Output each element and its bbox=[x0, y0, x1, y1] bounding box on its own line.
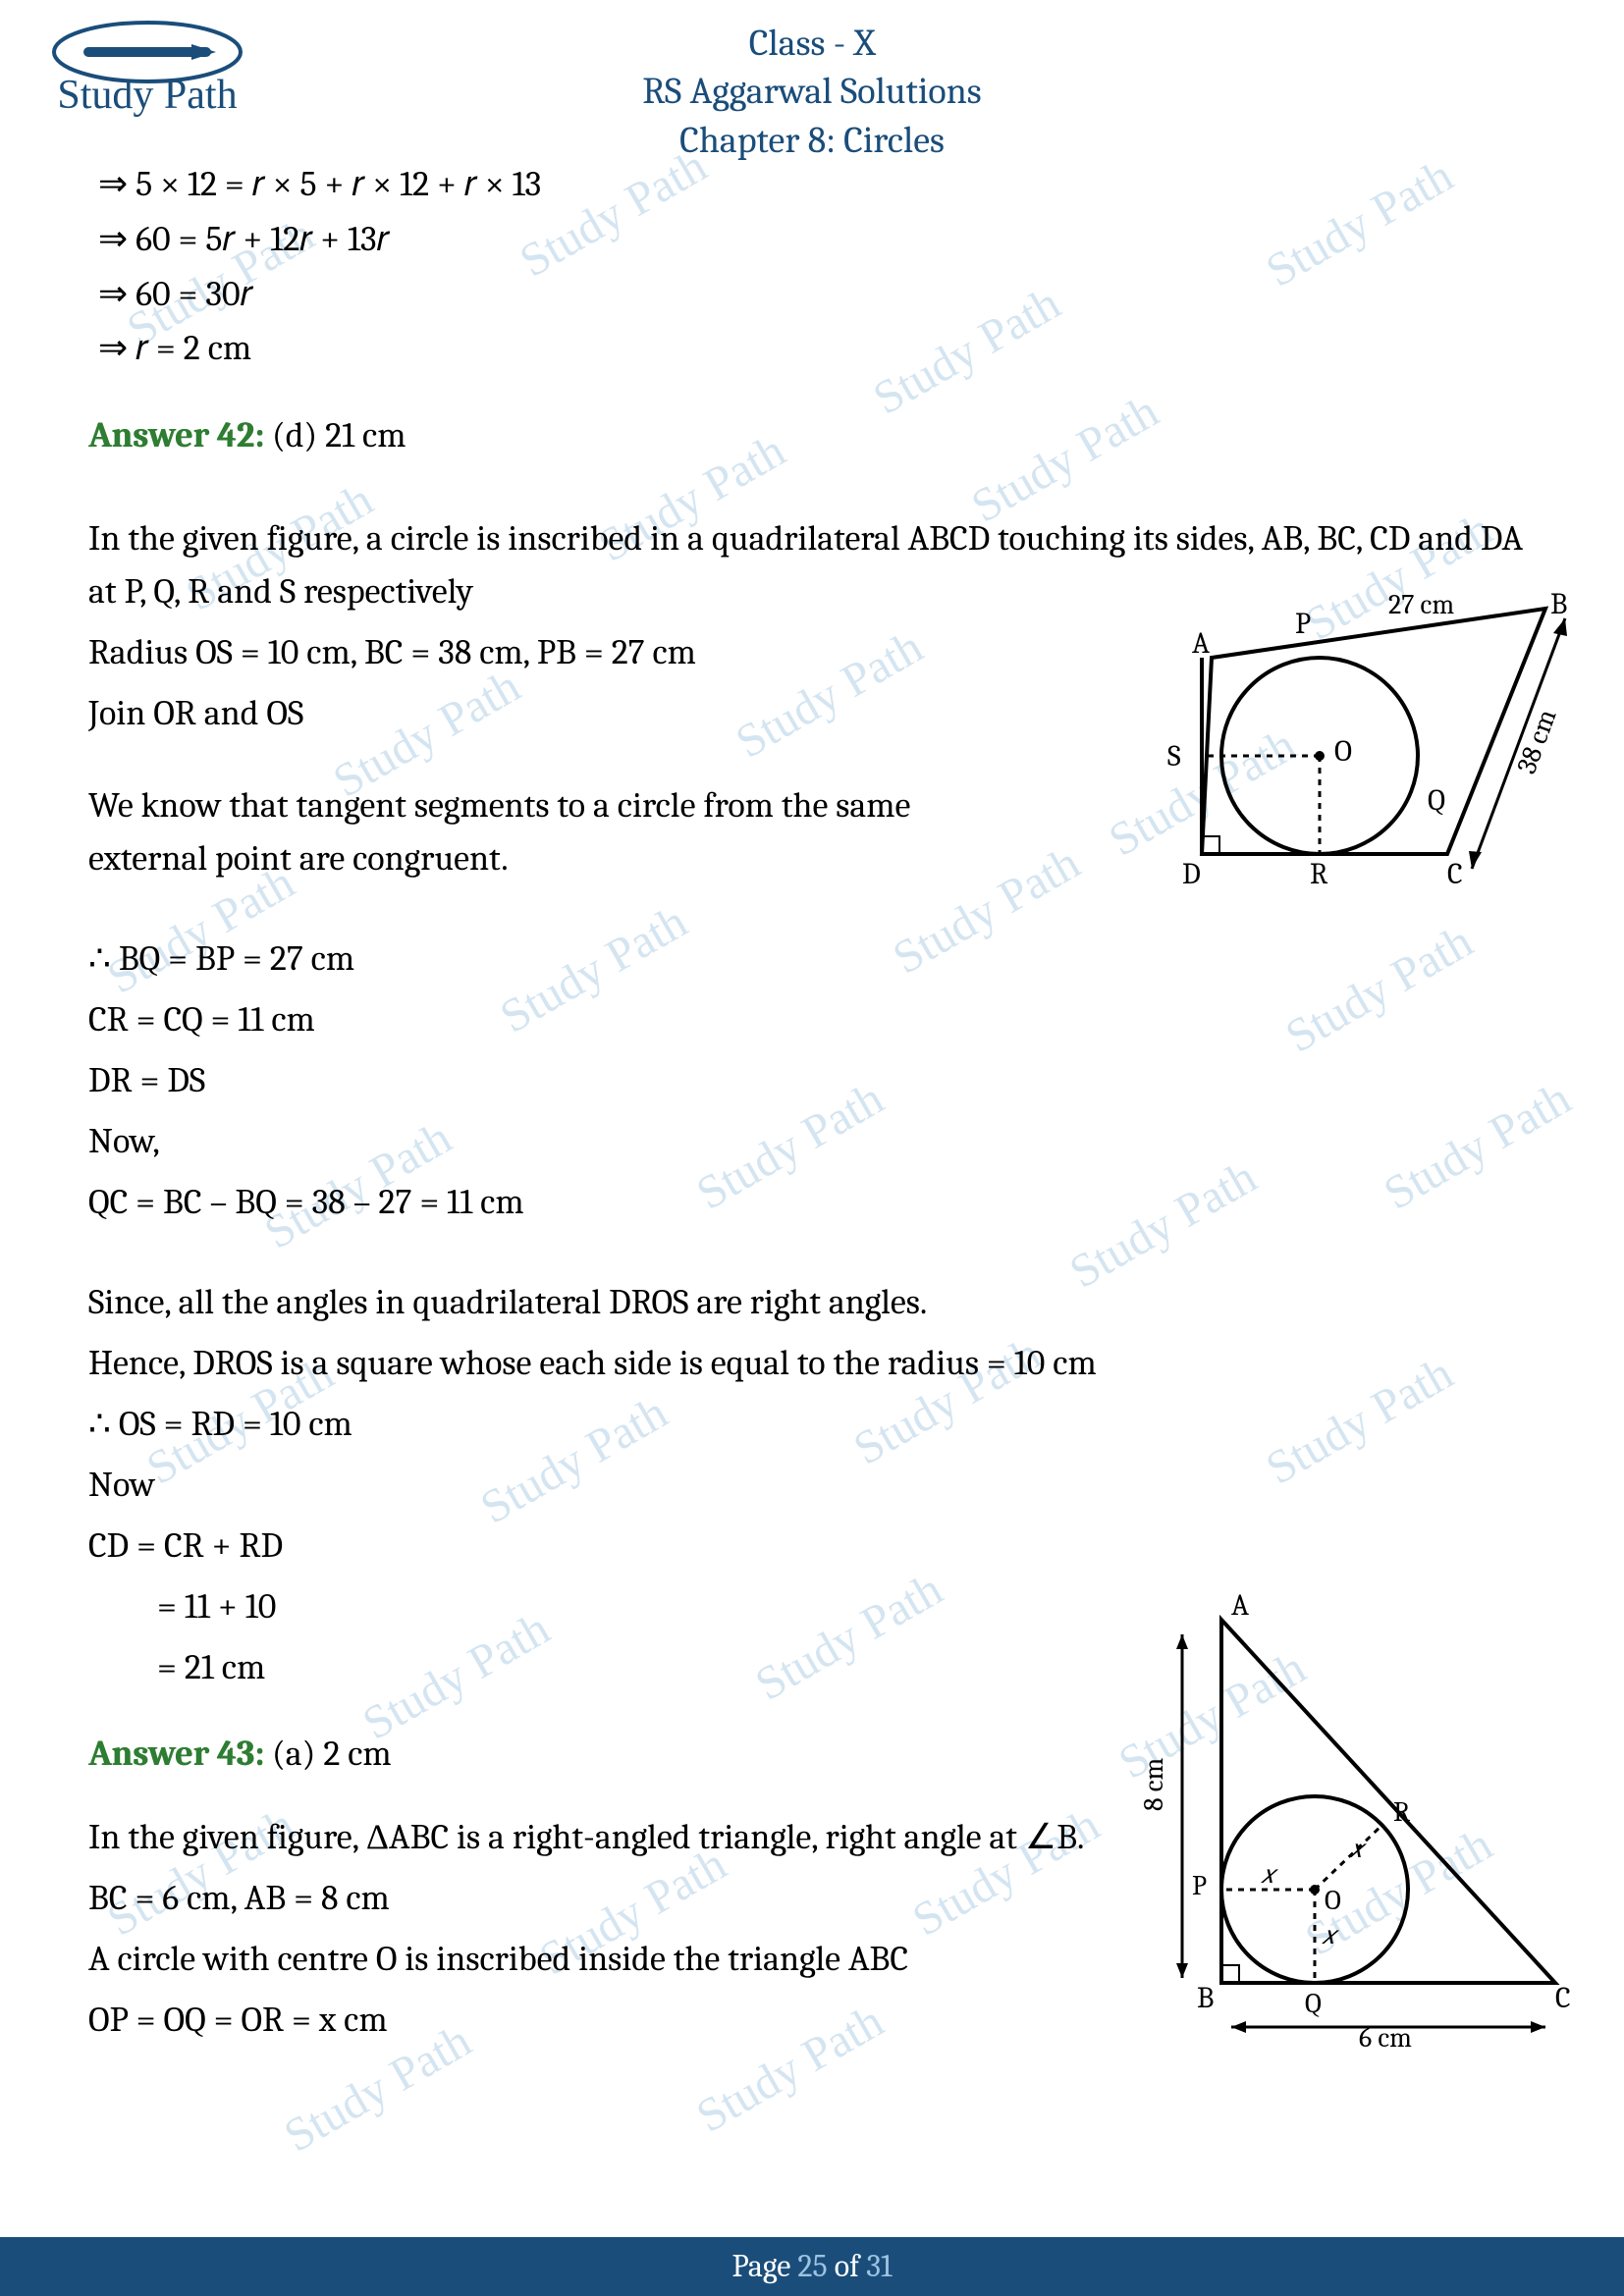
a42-l1: ∴ BQ = BP = 27 cm bbox=[88, 933, 1536, 986]
footer-mid: of bbox=[828, 2248, 866, 2284]
fig43-x1: 𝑥 bbox=[1261, 1860, 1279, 1890]
footer-prefix: Page bbox=[731, 2248, 797, 2284]
fig43-O: O bbox=[1325, 1885, 1341, 1916]
study-path-logo: Study Path bbox=[39, 15, 255, 123]
fig43-Q: Q bbox=[1305, 1988, 1322, 2019]
footer-page: 25 bbox=[797, 2248, 827, 2284]
figure-43-triangle: A B C O P Q R 𝑥 𝑥 𝑥 8 cm 6 cm bbox=[1143, 1590, 1575, 2052]
fig43-C: C bbox=[1555, 1981, 1571, 2015]
a43-p1: In the given figure, ΔABC is a right-ang… bbox=[88, 1811, 1119, 1864]
a42-l6: ∴ OS = RD = 10 cm bbox=[88, 1398, 1536, 1451]
answer-43-label: Answer 43: bbox=[88, 1734, 264, 1774]
intro-line-4: ⇒ 𝑟 = 2 cm bbox=[98, 321, 1536, 376]
a42-l8: CD = CR + RD bbox=[88, 1520, 1536, 1573]
page-footer: Page 25 of 31 bbox=[0, 2237, 1624, 2296]
page-header: Study Path Class - X RS Aggarwal Solutio… bbox=[0, 0, 1624, 147]
a42-l4: Now, bbox=[88, 1115, 1536, 1168]
fig42-B: B bbox=[1550, 587, 1567, 621]
a42-p5: Since, all the angles in quadrilateral D… bbox=[88, 1276, 1536, 1329]
fig43-x2: 𝑥 bbox=[1322, 1921, 1340, 1950]
a42-p6: Hence, DROS is a square whose each side … bbox=[88, 1337, 1536, 1390]
fig43-8cm: 8 cm bbox=[1143, 1757, 1169, 1811]
fig43-A: A bbox=[1231, 1590, 1249, 1623]
fig43-6cm: 6 cm bbox=[1359, 2022, 1412, 2052]
fig42-D: D bbox=[1182, 857, 1201, 891]
fig42-C: C bbox=[1447, 857, 1463, 891]
a42-p4: We know that tangent segments to a circl… bbox=[88, 779, 1021, 885]
fig43-R: R bbox=[1393, 1796, 1411, 1828]
answer-42-label: Answer 42: bbox=[88, 415, 264, 455]
fig42-27cm: 27 cm bbox=[1388, 589, 1454, 620]
fig42-Q: Q bbox=[1428, 783, 1445, 818]
fig43-B: B bbox=[1197, 1981, 1214, 2015]
fig42-A: A bbox=[1192, 626, 1210, 661]
page-content: ⇒ 5 × 12 = 𝑟 × 5 + 𝑟 × 12 + 𝑟 × 13 ⇒ 60 … bbox=[0, 147, 1624, 2047]
fig42-P: P bbox=[1295, 607, 1311, 641]
a42-l3: DR = DS bbox=[88, 1054, 1536, 1107]
fig42-O: O bbox=[1334, 734, 1352, 769]
fig43-x3: 𝑥 bbox=[1349, 1835, 1368, 1864]
fig43-P: P bbox=[1192, 1870, 1207, 1901]
a42-l7: Now bbox=[88, 1459, 1536, 1512]
answer-42-value: (d) 21 cm bbox=[264, 415, 406, 455]
intro-line-2: ⇒ 60 = 5𝑟 + 12𝑟 + 13𝑟 bbox=[98, 212, 1536, 267]
footer-total: 31 bbox=[866, 2248, 892, 2284]
a42-l2: CR = CQ = 11 cm bbox=[88, 993, 1536, 1046]
a42-l5: QC = BC – BQ = 38 – 27 = 11 cm bbox=[88, 1176, 1536, 1229]
figure-42-quadrilateral: A B C D O P Q R S 27 cm 38 cm bbox=[1143, 579, 1575, 933]
answer-43-value: (a) 2 cm bbox=[264, 1734, 392, 1774]
intro-line-1: ⇒ 5 × 12 = 𝑟 × 5 + 𝑟 × 12 + 𝑟 × 13 bbox=[98, 157, 1536, 212]
fig42-R: R bbox=[1310, 857, 1328, 891]
fig42-S: S bbox=[1167, 739, 1181, 774]
svg-text:Study Path: Study Path bbox=[57, 73, 237, 118]
intro-line-3: ⇒ 60 = 30𝑟 bbox=[98, 267, 1536, 322]
